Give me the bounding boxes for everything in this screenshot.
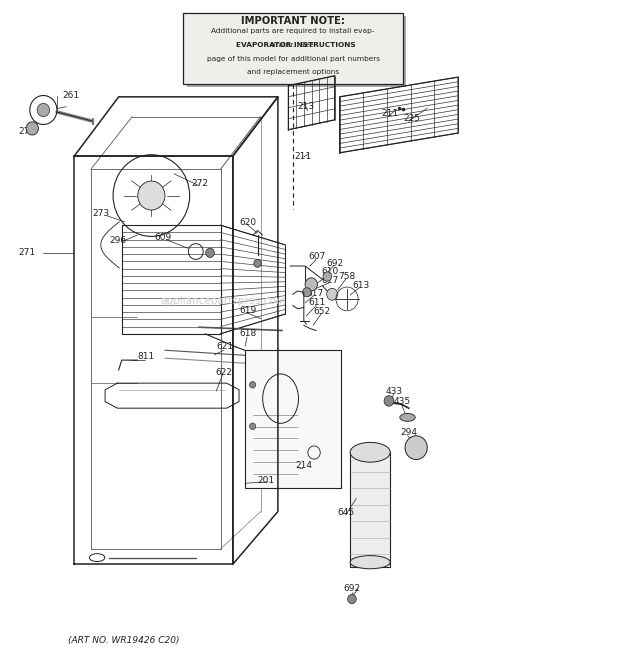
Ellipse shape (350, 556, 390, 568)
Text: 273: 273 (93, 209, 110, 218)
Bar (350, 452, 390, 567)
Circle shape (305, 278, 317, 291)
Circle shape (348, 594, 356, 603)
Text: 620: 620 (240, 218, 257, 227)
Text: orator.  See: orator. See (270, 42, 316, 48)
Text: EVAPORATOR INSTRUCTIONS: EVAPORATOR INSTRUCTIONS (236, 42, 356, 48)
Text: 211: 211 (382, 109, 399, 118)
Circle shape (206, 249, 215, 257)
Text: IMPORTANT NOTE:: IMPORTANT NOTE: (241, 16, 345, 26)
Text: 261: 261 (62, 91, 79, 100)
Text: 270: 270 (19, 127, 36, 136)
Circle shape (249, 423, 255, 430)
Text: 201: 201 (257, 476, 274, 485)
Circle shape (405, 436, 427, 459)
Text: 225: 225 (404, 114, 420, 123)
Text: 611: 611 (309, 298, 326, 307)
Circle shape (249, 381, 255, 388)
Text: 610: 610 (321, 268, 339, 276)
Text: 692: 692 (326, 259, 343, 268)
Ellipse shape (350, 442, 390, 462)
Text: 213: 213 (298, 102, 315, 111)
Text: 622: 622 (215, 368, 232, 377)
Bar (187, 16, 405, 87)
Text: 645: 645 (337, 508, 355, 517)
Text: 621: 621 (216, 342, 233, 352)
Text: 272: 272 (192, 178, 209, 188)
Text: page of this model for additional part numbers: page of this model for additional part n… (206, 56, 379, 61)
Text: 692: 692 (343, 584, 361, 593)
Text: 652: 652 (314, 307, 331, 316)
Bar (245, 350, 341, 488)
Circle shape (37, 103, 50, 116)
Text: 214: 214 (295, 461, 312, 470)
Circle shape (384, 396, 394, 407)
Text: 618: 618 (240, 329, 257, 338)
Text: Additional parts are required to install evap-: Additional parts are required to install… (211, 28, 374, 34)
Text: 617: 617 (306, 289, 324, 298)
Text: 271: 271 (19, 249, 36, 257)
Circle shape (26, 122, 38, 135)
Text: 613: 613 (352, 280, 370, 290)
Text: 435: 435 (394, 397, 411, 406)
Text: 609: 609 (154, 233, 172, 241)
Circle shape (138, 181, 165, 210)
Text: 296: 296 (109, 237, 126, 245)
Ellipse shape (400, 413, 415, 421)
Circle shape (323, 272, 332, 281)
Bar (184, 13, 402, 84)
Text: 294: 294 (401, 428, 417, 437)
Text: 607: 607 (309, 253, 326, 261)
Circle shape (254, 259, 261, 267)
Text: 619: 619 (240, 306, 257, 315)
Text: 811: 811 (137, 352, 154, 362)
Circle shape (327, 288, 338, 300)
Text: 433: 433 (386, 387, 403, 395)
Text: 758: 758 (339, 272, 356, 281)
Text: appliancepartspros.com: appliancepartspros.com (161, 296, 286, 306)
Text: and replacement options: and replacement options (247, 69, 339, 75)
Text: 211: 211 (294, 152, 311, 161)
Text: (ART NO. WR19426 C20): (ART NO. WR19426 C20) (68, 636, 180, 645)
Circle shape (303, 288, 311, 297)
Text: 617: 617 (321, 276, 339, 285)
